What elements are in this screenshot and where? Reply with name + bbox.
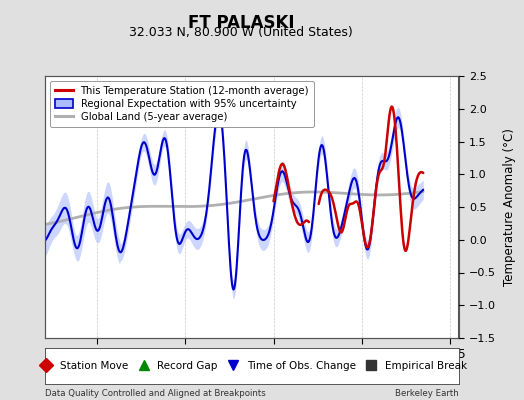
Legend: This Temperature Station (12-month average), Regional Expectation with 95% uncer: This Temperature Station (12-month avera…	[50, 81, 314, 127]
Text: FT PALASKI: FT PALASKI	[188, 14, 294, 32]
Legend: Station Move, Record Gap, Time of Obs. Change, Empirical Break: Station Move, Record Gap, Time of Obs. C…	[33, 358, 470, 374]
Text: Berkeley Earth: Berkeley Earth	[395, 389, 458, 398]
Text: 32.033 N, 80.900 W (United States): 32.033 N, 80.900 W (United States)	[129, 26, 353, 39]
Text: Data Quality Controlled and Aligned at Breakpoints: Data Quality Controlled and Aligned at B…	[45, 389, 265, 398]
Y-axis label: Temperature Anomaly (°C): Temperature Anomaly (°C)	[503, 128, 516, 286]
